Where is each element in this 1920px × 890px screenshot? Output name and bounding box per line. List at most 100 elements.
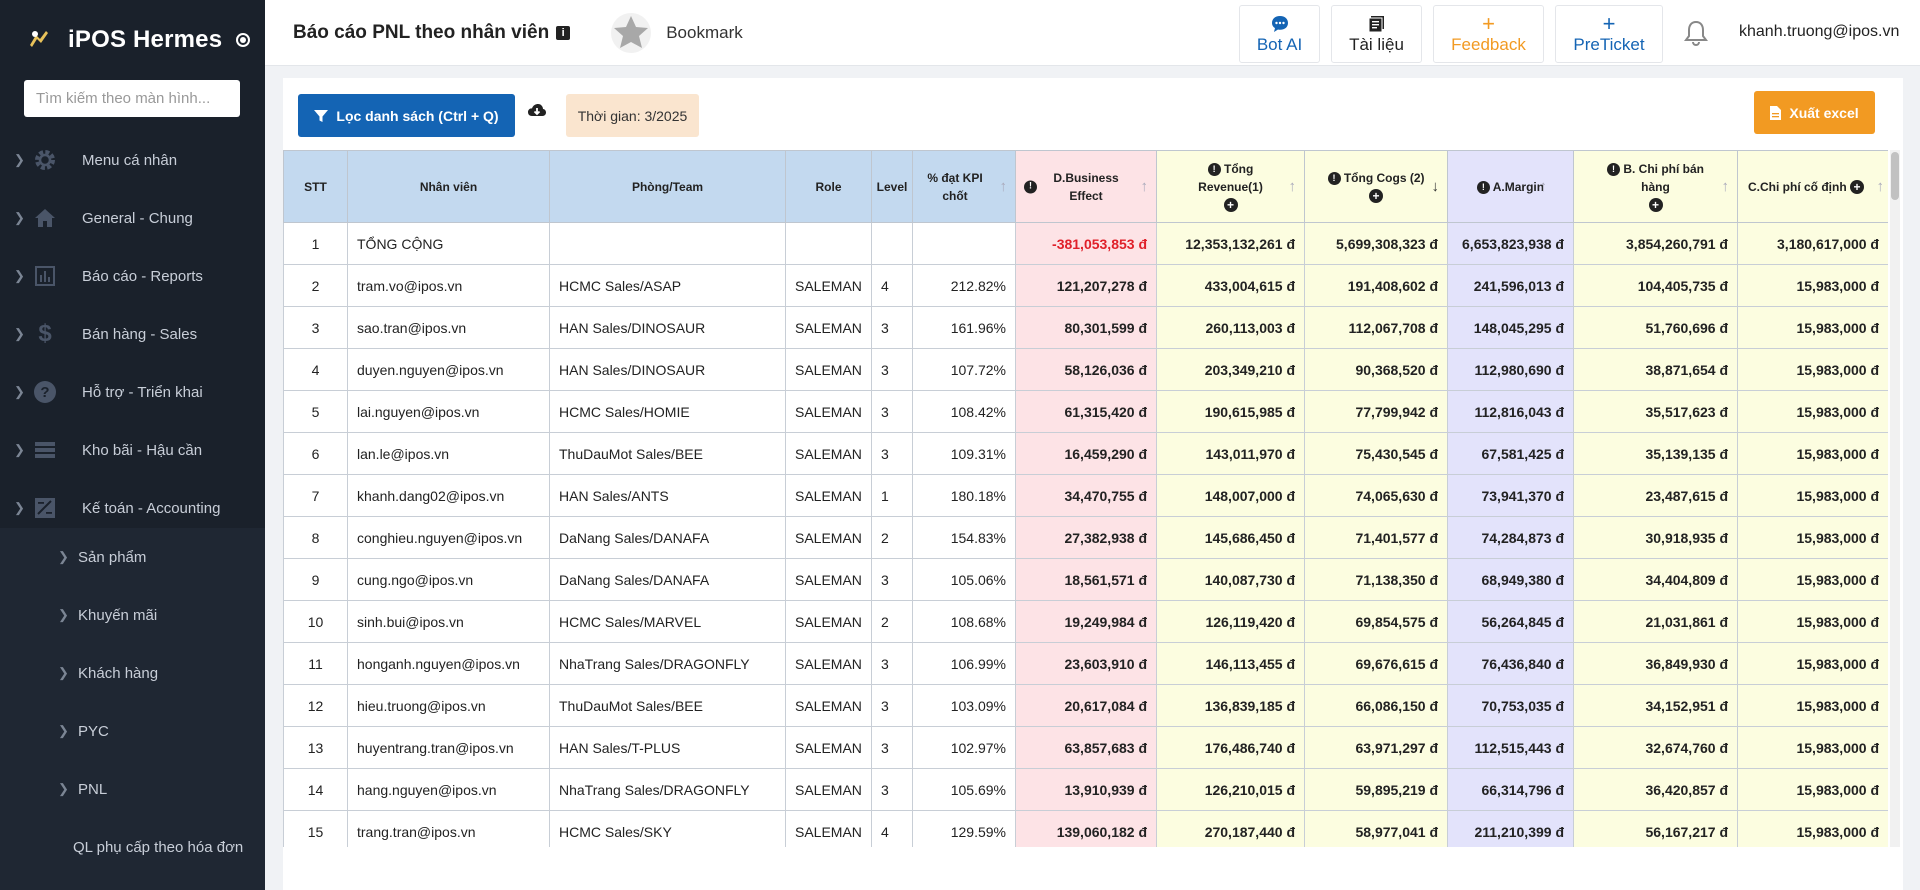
col-header-selling-cost[interactable]: ! B. Chi phí bán hàng + ↑ <box>1573 150 1738 223</box>
sort-up-icon[interactable]: ↑ <box>1140 177 1149 195</box>
cell-stt: 12 <box>283 684 348 727</box>
info-icon[interactable]: ! <box>1024 180 1037 193</box>
cell-margin: 70,753,035 đ <box>1447 684 1574 727</box>
cell-stt: 4 <box>283 348 348 391</box>
expand-plus-icon[interactable]: + <box>1648 198 1663 213</box>
sidebar-item-personal[interactable]: ❯ Menu cá nhân <box>0 131 265 189</box>
table-row[interactable]: 15 trang.tran@ipos.vn HCMC Sales/SKY SALEMA… <box>283 810 1888 847</box>
feedback-button[interactable]: + Feedback <box>1433 5 1544 63</box>
cell-revenue: 12,353,132,261 đ <box>1156 222 1305 265</box>
time-period-badge[interactable]: Thời gian: 3/2025 <box>566 94 699 137</box>
expand-plus-icon[interactable]: + <box>1223 198 1238 213</box>
export-excel-button[interactable]: Xuất excel <box>1754 91 1875 134</box>
preticket-button[interactable]: + PreTicket <box>1555 5 1663 63</box>
info-icon[interactable]: i <box>556 25 571 40</box>
sidebar-item-warehouse[interactable]: ❯ Kho bãi - Hậu cần <box>0 421 265 479</box>
sidebar-search-input[interactable] <box>24 80 240 117</box>
col-header-cogs-label: Tổng Cogs (2) <box>1343 170 1425 185</box>
sidebar-subitem-products[interactable]: ❯ Sản phẩm <box>0 528 265 586</box>
col-header-team[interactable]: Phòng/Team <box>549 150 786 223</box>
col-header-role[interactable]: Role <box>785 150 872 223</box>
brand[interactable]: iPOS Hermes <box>0 0 265 80</box>
table-scrollbar[interactable] <box>1890 150 1900 847</box>
expand-plus-icon[interactable]: + <box>1369 189 1383 204</box>
sidebar-subitem-label: PNL <box>78 780 108 798</box>
table-row[interactable]: 7 khanh.dang02@ipos.vn HAN Sales/ANTS SALEM… <box>283 474 1888 517</box>
sort-up-icon[interactable]: ↑ <box>999 177 1008 195</box>
sidebar-item-support[interactable]: ❯ ? Hỗ trợ - Triển khai <box>0 363 265 421</box>
sort-down-icon[interactable]: ↓ <box>1431 177 1440 195</box>
col-header-cogs[interactable]: ! Tổng Cogs (2) + ↓ <box>1304 150 1448 223</box>
sort-up-icon[interactable]: ↑ <box>1539 177 1548 195</box>
cell-employee: hang.nguyen@ipos.vn <box>347 768 550 811</box>
sidebar-subitem-promotions[interactable]: ❯ Khuyến mãi <box>0 586 265 644</box>
table-body: 1 TỔNG CỘNG -381,053,853 đ 12,353,132,261 đ… <box>283 222 1888 847</box>
col-header-fixed-cost[interactable]: C.Chi phí cố định + ↑ <box>1737 150 1888 223</box>
bot-ai-button[interactable]: Bot AI <box>1239 5 1320 63</box>
cell-revenue: 136,839,185 đ <box>1156 684 1305 727</box>
sidebar-item-sales[interactable]: ❯ $ Bán hàng - Sales <box>0 305 265 363</box>
info-icon[interactable]: ! <box>1606 162 1620 176</box>
table-row[interactable]: 9 cung.ngo@ipos.vn DaNang Sales/DANAFA SALE… <box>283 558 1888 601</box>
expand-plus-icon[interactable]: + <box>1850 180 1864 195</box>
sidebar-item-invoice-allowance[interactable]: QL phụ cấp theo hóa đơn <box>73 838 244 856</box>
cell-selling-cost: 23,487,615 đ <box>1573 474 1738 517</box>
sidebar-item-accounting[interactable]: ❯ Kế toán - Accounting <box>0 479 265 537</box>
sort-up-icon[interactable]: ↑ <box>1876 177 1885 195</box>
documents-button[interactable]: Tài liệu <box>1331 5 1422 63</box>
table-row[interactable]: 2 tram.vo@ipos.vn HCMC Sales/ASAP SALEMAN 4 2… <box>283 264 1888 307</box>
cell-revenue: 145,686,450 đ <box>1156 516 1305 559</box>
col-header-level[interactable]: Level <box>871 150 913 223</box>
cell-kpi: 103.09% <box>912 684 1016 727</box>
filter-list-button[interactable]: Lọc danh sách (Ctrl + Q) <box>298 94 515 137</box>
table-row[interactable]: 6 lan.le@ipos.vn ThuDauMot Sales/BEE SALEMA… <box>283 432 1888 475</box>
col-header-revenue[interactable]: ! Tổng Revenue(1) + ↑ <box>1156 150 1305 223</box>
cell-cogs: 58,977,041 đ <box>1304 810 1448 847</box>
table-row[interactable]: 11 honganh.nguyen@ipos.vn NhaTrang Sales/D… <box>283 642 1888 685</box>
table-row[interactable]: 5 lai.nguyen@ipos.vn HCMC Sales/HOMIE SALEM… <box>283 390 1888 433</box>
cloud-download-icon[interactable] <box>527 102 547 120</box>
table-row[interactable]: 8 conghieu.nguyen@ipos.vn DaNang Sales/DAN… <box>283 516 1888 559</box>
cell-stt: 5 <box>283 390 348 433</box>
cell-margin: 76,436,840 đ <box>1447 642 1574 685</box>
info-icon[interactable]: ! <box>1327 171 1341 185</box>
table-row[interactable]: 3 sao.tran@ipos.vn HAN Sales/DINOSAUR SALEM… <box>283 306 1888 349</box>
sidebar-subitem-pnl[interactable]: ❯ PNL <box>0 760 265 818</box>
cell-stt: 9 <box>283 558 348 601</box>
sort-up-icon[interactable]: ↑ <box>1721 177 1730 195</box>
info-icon[interactable]: ! <box>1476 180 1490 194</box>
cell-kpi: 108.42% <box>912 390 1016 433</box>
table-row[interactable]: 14 hang.nguyen@ipos.vn NhaTrang Sales/DRAG… <box>283 768 1888 811</box>
col-header-stt[interactable]: STT <box>283 150 348 223</box>
col-header-employee[interactable]: Nhân viên <box>347 150 550 223</box>
col-header-business-effect[interactable]: ! D.Business Effect ↑ <box>1015 150 1157 223</box>
cell-margin: 67,581,425 đ <box>1447 432 1574 475</box>
sidebar-subitem-pyc[interactable]: ❯ PYC <box>0 702 265 760</box>
cell-role: SALEMAN <box>785 516 872 559</box>
sidebar-subitem-customers[interactable]: ❯ Khách hàng <box>0 644 265 702</box>
info-icon[interactable]: ! <box>1207 162 1221 176</box>
table-row[interactable]: 12 hieu.truong@ipos.vn ThuDauMot Sales/BEE… <box>283 684 1888 727</box>
cell-business-effect: 27,382,938 đ <box>1015 516 1157 559</box>
sidebar-item-reports[interactable]: ❯ Báo cáo - Reports <box>0 247 265 305</box>
user-email[interactable]: khanh.truong@ipos.vn <box>1739 23 1900 40</box>
table-row[interactable]: 4 duyen.nguyen@ipos.vn HAN Sales/DINOSAUR S… <box>283 348 1888 391</box>
cell-fixed-cost: 15,983,000 đ <box>1737 600 1888 643</box>
table-total-row[interactable]: 1 TỔNG CỘNG -381,053,853 đ 12,353,132,261 đ… <box>283 222 1888 265</box>
cell-selling-cost: 56,167,217 đ <box>1573 810 1738 847</box>
col-header-kpi[interactable]: % đạt KPI chốt ↑ <box>912 150 1016 223</box>
filter-list-label: Lọc danh sách (Ctrl + Q) <box>336 107 499 124</box>
sidebar-toggle-icon[interactable] <box>236 33 251 47</box>
sidebar-subitem-label: PYC <box>78 722 109 740</box>
cell-team: ThuDauMot Sales/BEE <box>549 684 786 727</box>
sort-up-icon[interactable]: ↑ <box>1288 177 1297 195</box>
cell-selling-cost: 36,420,857 đ <box>1573 768 1738 811</box>
chat-icon <box>1271 13 1289 35</box>
table-row[interactable]: 13 huyentrang.tran@ipos.vn HAN Sales/T-PLU… <box>283 726 1888 769</box>
bell-icon[interactable] <box>1683 19 1709 47</box>
sidebar-item-general[interactable]: ❯ General - Chung <box>0 189 265 247</box>
scrollbar-thumb[interactable] <box>1891 152 1899 200</box>
table-row[interactable]: 10 sinh.bui@ipos.vn HCMC Sales/MARVEL SALEM… <box>283 600 1888 643</box>
col-header-margin[interactable]: ! A.Margin ↑ <box>1447 150 1574 223</box>
bookmark[interactable]: Bookmark <box>610 12 743 54</box>
